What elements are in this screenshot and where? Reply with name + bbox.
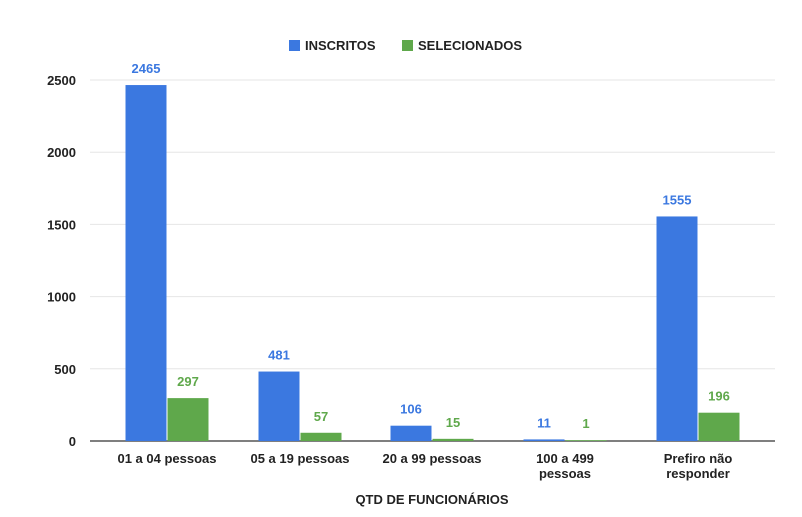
bar-inscritos-0 [125, 85, 167, 441]
category-label-4: responder [666, 466, 730, 481]
y-tick-label: 1500 [47, 217, 76, 232]
category-label-2: 20 a 99 pessoas [382, 451, 481, 466]
bar-selecionados-0 [167, 398, 209, 441]
y-tick-label: 2500 [47, 73, 76, 88]
data-label-selecionados-3: 1 [582, 416, 589, 431]
category-label-3: 100 a 499 [536, 451, 594, 466]
bar-inscritos-1 [258, 371, 300, 441]
y-tick-label: 0 [69, 434, 76, 449]
legend-swatch-inscritos [289, 40, 300, 51]
bar-inscritos-2 [390, 425, 432, 441]
category-label-0: 01 a 04 pessoas [117, 451, 216, 466]
legend-label-selecionados: SELECIONADOS [418, 38, 522, 53]
bar-selecionados-4 [698, 412, 740, 441]
legend: INSCRITOS SELECIONADOS [289, 38, 522, 53]
bar-inscritos-3 [523, 439, 565, 441]
data-label-selecionados-2: 15 [446, 415, 460, 430]
category-label-3: pessoas [539, 466, 591, 481]
bar-selecionados-1 [300, 432, 342, 441]
y-axis-ticks: 0 500 1000 1500 2000 2500 [47, 73, 76, 449]
category-label-1: 05 a 19 pessoas [250, 451, 349, 466]
bar-inscritos-4 [656, 216, 698, 441]
data-label-inscritos-0: 2465 [132, 61, 161, 76]
bar-selecionados-2 [432, 438, 474, 441]
bar-selecionados-3 [565, 440, 607, 441]
data-label-inscritos-1: 481 [268, 348, 290, 363]
data-label-inscritos-2: 106 [400, 402, 422, 417]
bars [125, 85, 740, 441]
category-label-4: Prefiro não [664, 451, 733, 466]
data-label-selecionados-4: 196 [708, 389, 730, 404]
data-label-selecionados-0: 297 [177, 374, 199, 389]
y-tick-label: 1000 [47, 290, 76, 305]
data-label-selecionados-1: 57 [314, 409, 328, 424]
legend-swatch-selecionados [402, 40, 413, 51]
y-tick-label: 500 [54, 362, 76, 377]
data-label-inscritos-4: 1555 [663, 192, 692, 207]
data-label-inscritos-3: 11 [537, 415, 551, 430]
legend-label-inscritos: INSCRITOS [305, 38, 376, 53]
x-axis-title: QTD DE FUNCIONÁRIOS [355, 492, 508, 507]
x-axis-categories: 01 a 04 pessoas 05 a 19 pessoas 20 a 99 pe… [117, 451, 732, 481]
y-tick-label: 2000 [47, 145, 76, 160]
